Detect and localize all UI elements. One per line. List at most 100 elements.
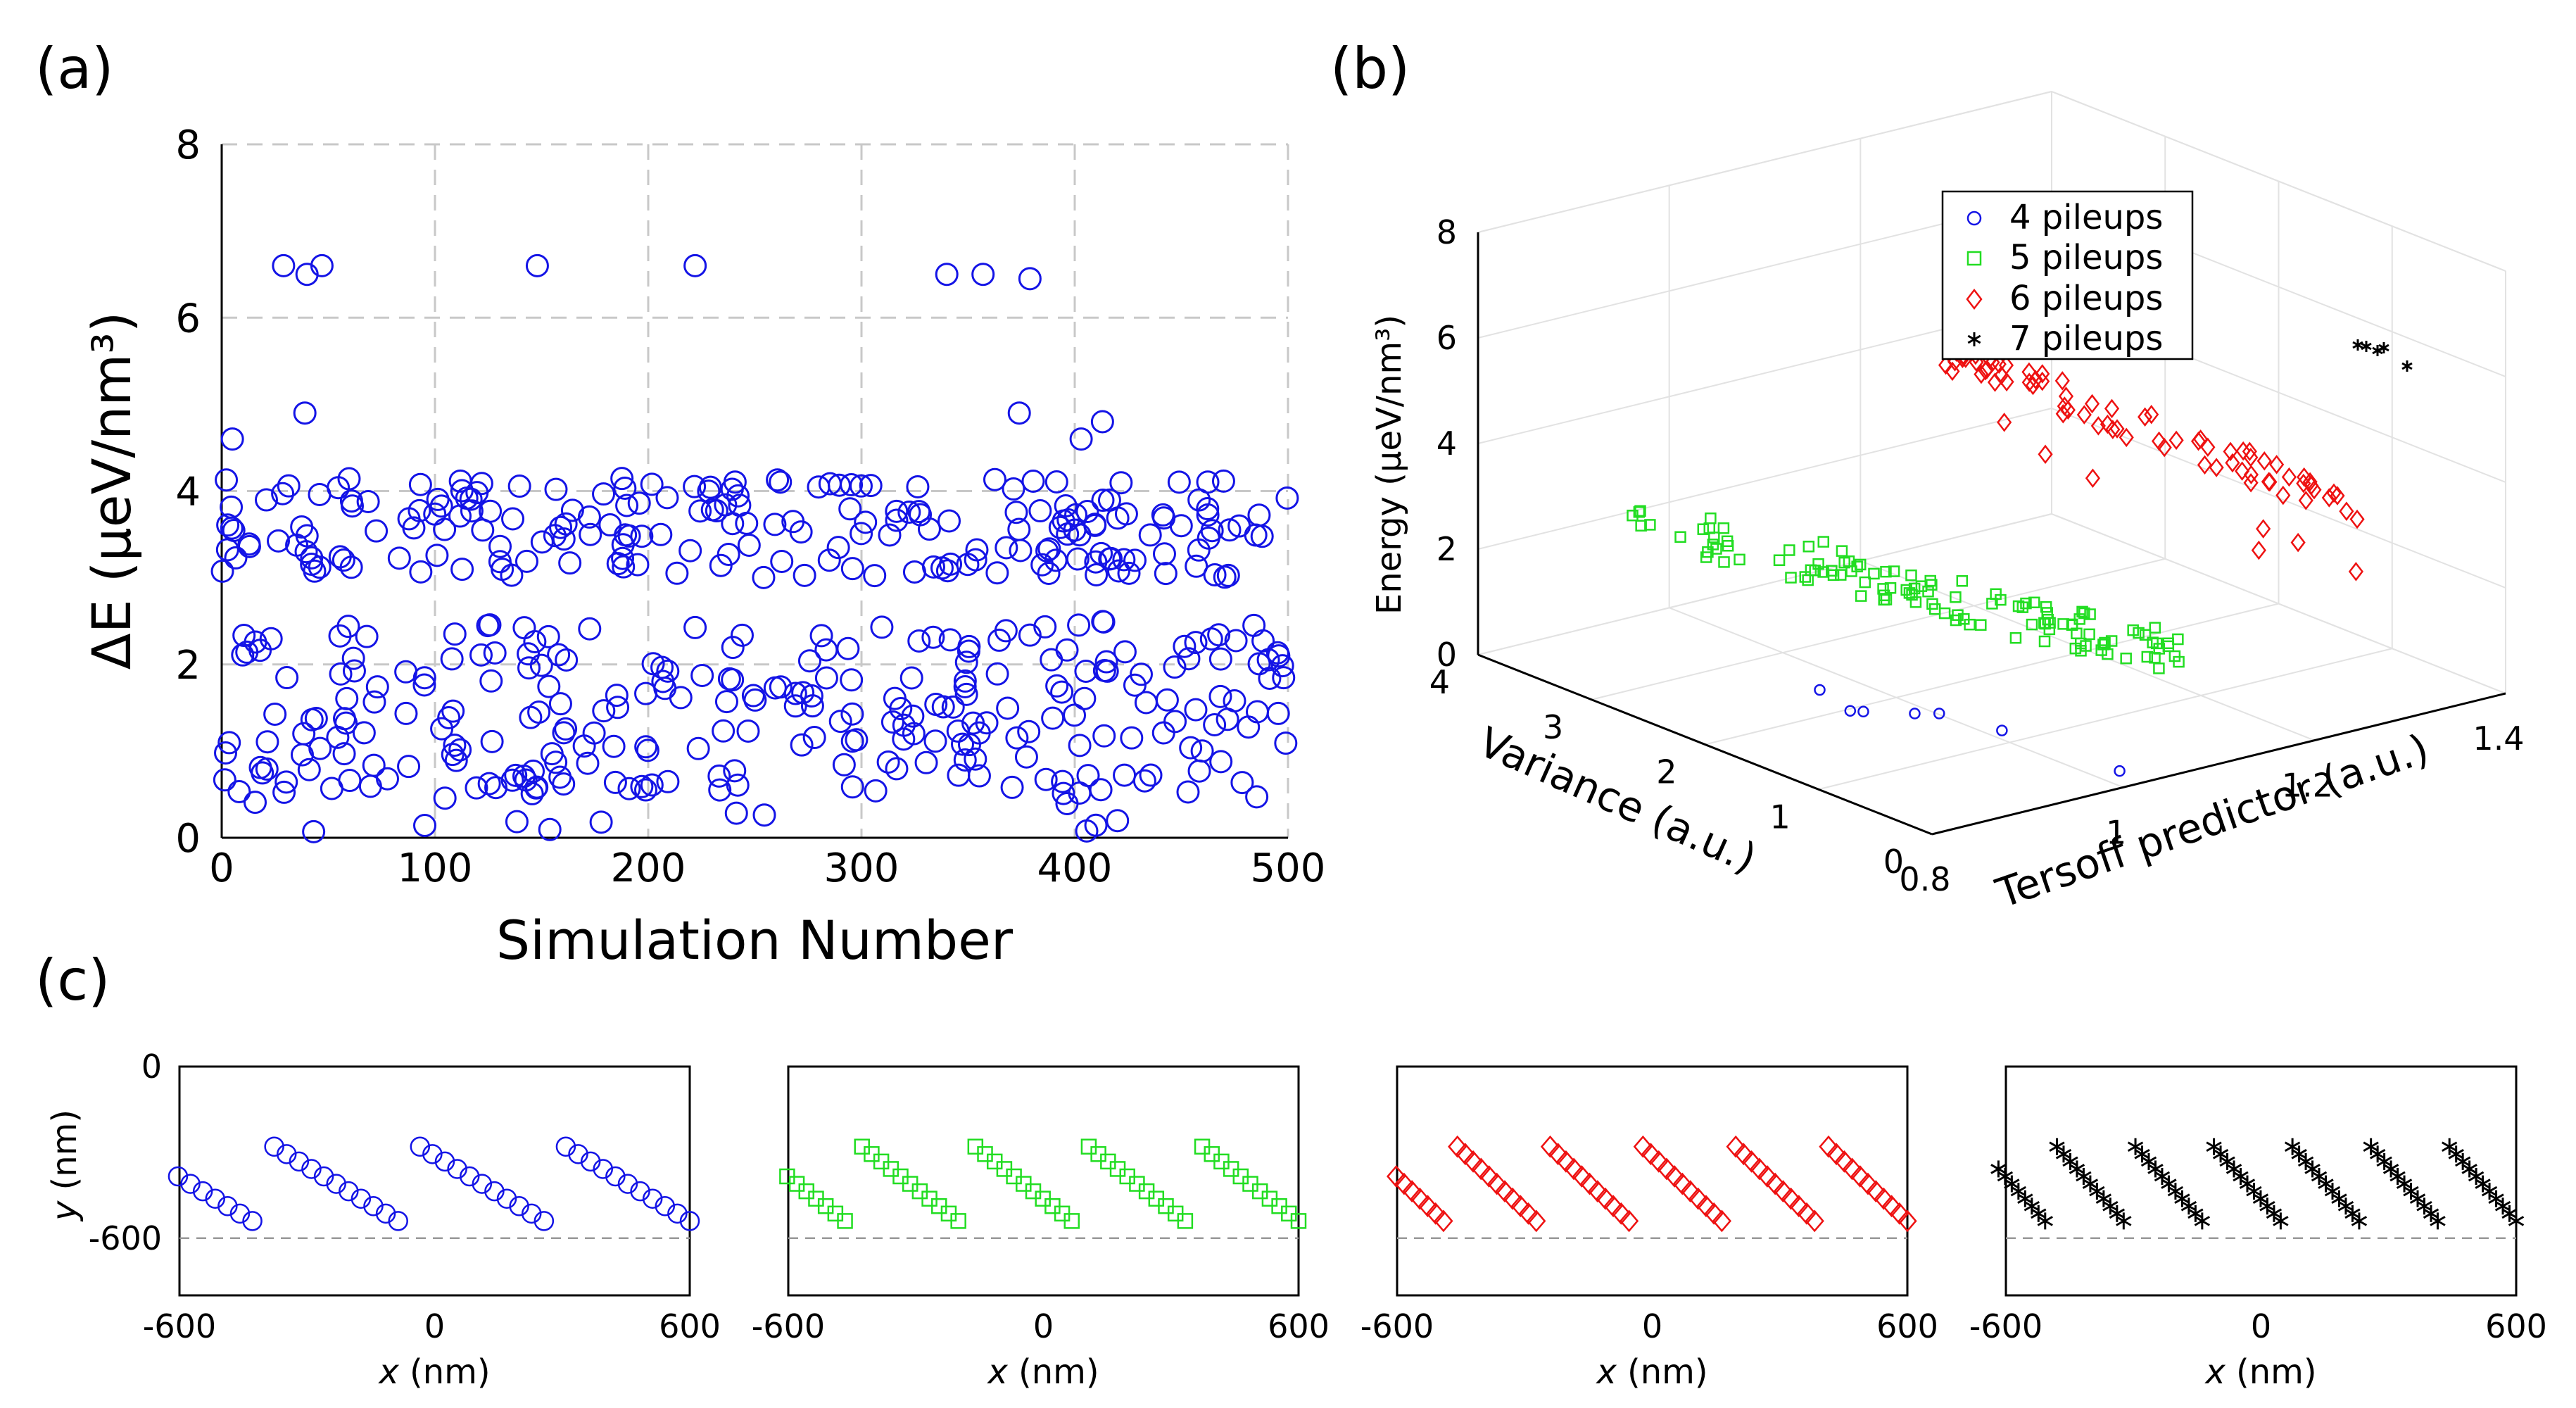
data-point xyxy=(1084,813,1108,837)
data-point xyxy=(2275,485,2291,505)
data-point xyxy=(1495,1180,1515,1203)
data-point xyxy=(690,663,714,687)
data-point xyxy=(1223,689,1246,712)
data-point xyxy=(1123,673,1147,697)
data-point xyxy=(1018,267,1042,291)
data-point xyxy=(1757,1165,1777,1188)
data-point xyxy=(547,643,571,667)
data-point xyxy=(560,498,584,522)
data-point xyxy=(450,479,474,503)
data-point xyxy=(1548,1143,1568,1166)
data-point xyxy=(1109,471,1133,495)
data-point xyxy=(1588,1180,1608,1203)
data-point xyxy=(509,1196,529,1217)
data-point xyxy=(2284,1138,2301,1155)
data-point xyxy=(1799,571,1812,583)
data-point xyxy=(2025,375,2041,396)
data-point xyxy=(1163,710,1187,734)
data-point xyxy=(254,488,278,512)
data-point xyxy=(205,1188,225,1209)
legend-label-7-pileups: 7 pileups xyxy=(2009,319,2163,358)
data-point xyxy=(951,732,975,756)
data-point xyxy=(863,564,887,588)
data-point xyxy=(1213,565,1237,589)
data-point xyxy=(1878,593,1890,606)
data-point xyxy=(634,681,658,705)
data-point xyxy=(2167,1183,2184,1200)
data-point xyxy=(1619,1209,1639,1233)
data-point xyxy=(1270,654,1294,678)
data-point xyxy=(1471,1157,1491,1181)
data-point xyxy=(310,253,334,277)
tick-label-3d: 4 xyxy=(1437,425,1457,463)
data-point xyxy=(334,711,358,735)
data-point xyxy=(433,786,457,810)
data-point xyxy=(1130,662,1154,686)
data-point xyxy=(2026,618,2038,631)
data-point xyxy=(1097,488,1121,512)
data-point xyxy=(555,1136,576,1157)
data-point xyxy=(302,819,326,843)
legend-marker xyxy=(1966,288,1983,310)
data-point xyxy=(1998,356,2014,375)
box-edge xyxy=(1931,692,2506,836)
data-point xyxy=(356,489,380,513)
data-point xyxy=(525,253,549,277)
data-point xyxy=(2119,427,2134,448)
data-point xyxy=(2302,472,2318,492)
data-point xyxy=(1177,647,1201,671)
panel-a-xlabel: Simulation Number xyxy=(496,909,1014,972)
data-point xyxy=(1938,355,1954,375)
data-point xyxy=(1064,503,1088,527)
data-point xyxy=(2330,486,2345,505)
data-point xyxy=(946,719,970,743)
data-point xyxy=(501,507,525,531)
box-edge xyxy=(1705,603,2279,746)
data-point xyxy=(840,775,864,799)
data-point xyxy=(2138,407,2153,427)
data-point xyxy=(2084,608,2096,620)
data-point xyxy=(443,622,467,646)
data-point xyxy=(878,523,902,547)
data-point xyxy=(2349,509,2365,529)
data-point xyxy=(2055,1145,2072,1163)
data-point xyxy=(180,1174,201,1194)
data-point xyxy=(1387,1165,1406,1188)
data-point xyxy=(1155,688,1179,712)
data-point xyxy=(1045,674,1069,698)
data-point xyxy=(1487,1172,1507,1195)
data-point xyxy=(840,557,864,581)
data-point xyxy=(2291,1145,2307,1163)
data-point xyxy=(1052,781,1075,805)
data-point xyxy=(1463,1150,1483,1173)
data-point xyxy=(2020,597,2032,610)
data-point xyxy=(465,776,488,800)
data-point xyxy=(2501,1205,2518,1222)
data-point xyxy=(763,513,787,536)
data-point xyxy=(2376,1152,2392,1170)
legend-marker xyxy=(1966,251,1982,266)
data-point xyxy=(2085,468,2101,489)
data-point xyxy=(1880,565,1892,578)
data-point xyxy=(1726,1135,1745,1158)
data-point xyxy=(335,686,359,710)
data-point xyxy=(931,695,955,719)
data-point xyxy=(433,517,457,541)
data-point xyxy=(683,253,707,277)
data-point xyxy=(1203,562,1227,586)
data-point xyxy=(2378,342,2389,353)
data-point xyxy=(1641,1143,1661,1166)
data-point xyxy=(1987,372,2003,392)
data-point xyxy=(520,781,544,805)
data-point xyxy=(2084,394,2100,414)
data-point xyxy=(277,1144,297,1164)
data-point xyxy=(2104,398,2120,419)
data-point xyxy=(2494,1198,2511,1215)
data-point xyxy=(297,758,321,781)
data-point xyxy=(488,534,512,558)
data-point xyxy=(640,472,664,496)
data-point xyxy=(552,527,576,551)
data-point xyxy=(655,486,679,510)
